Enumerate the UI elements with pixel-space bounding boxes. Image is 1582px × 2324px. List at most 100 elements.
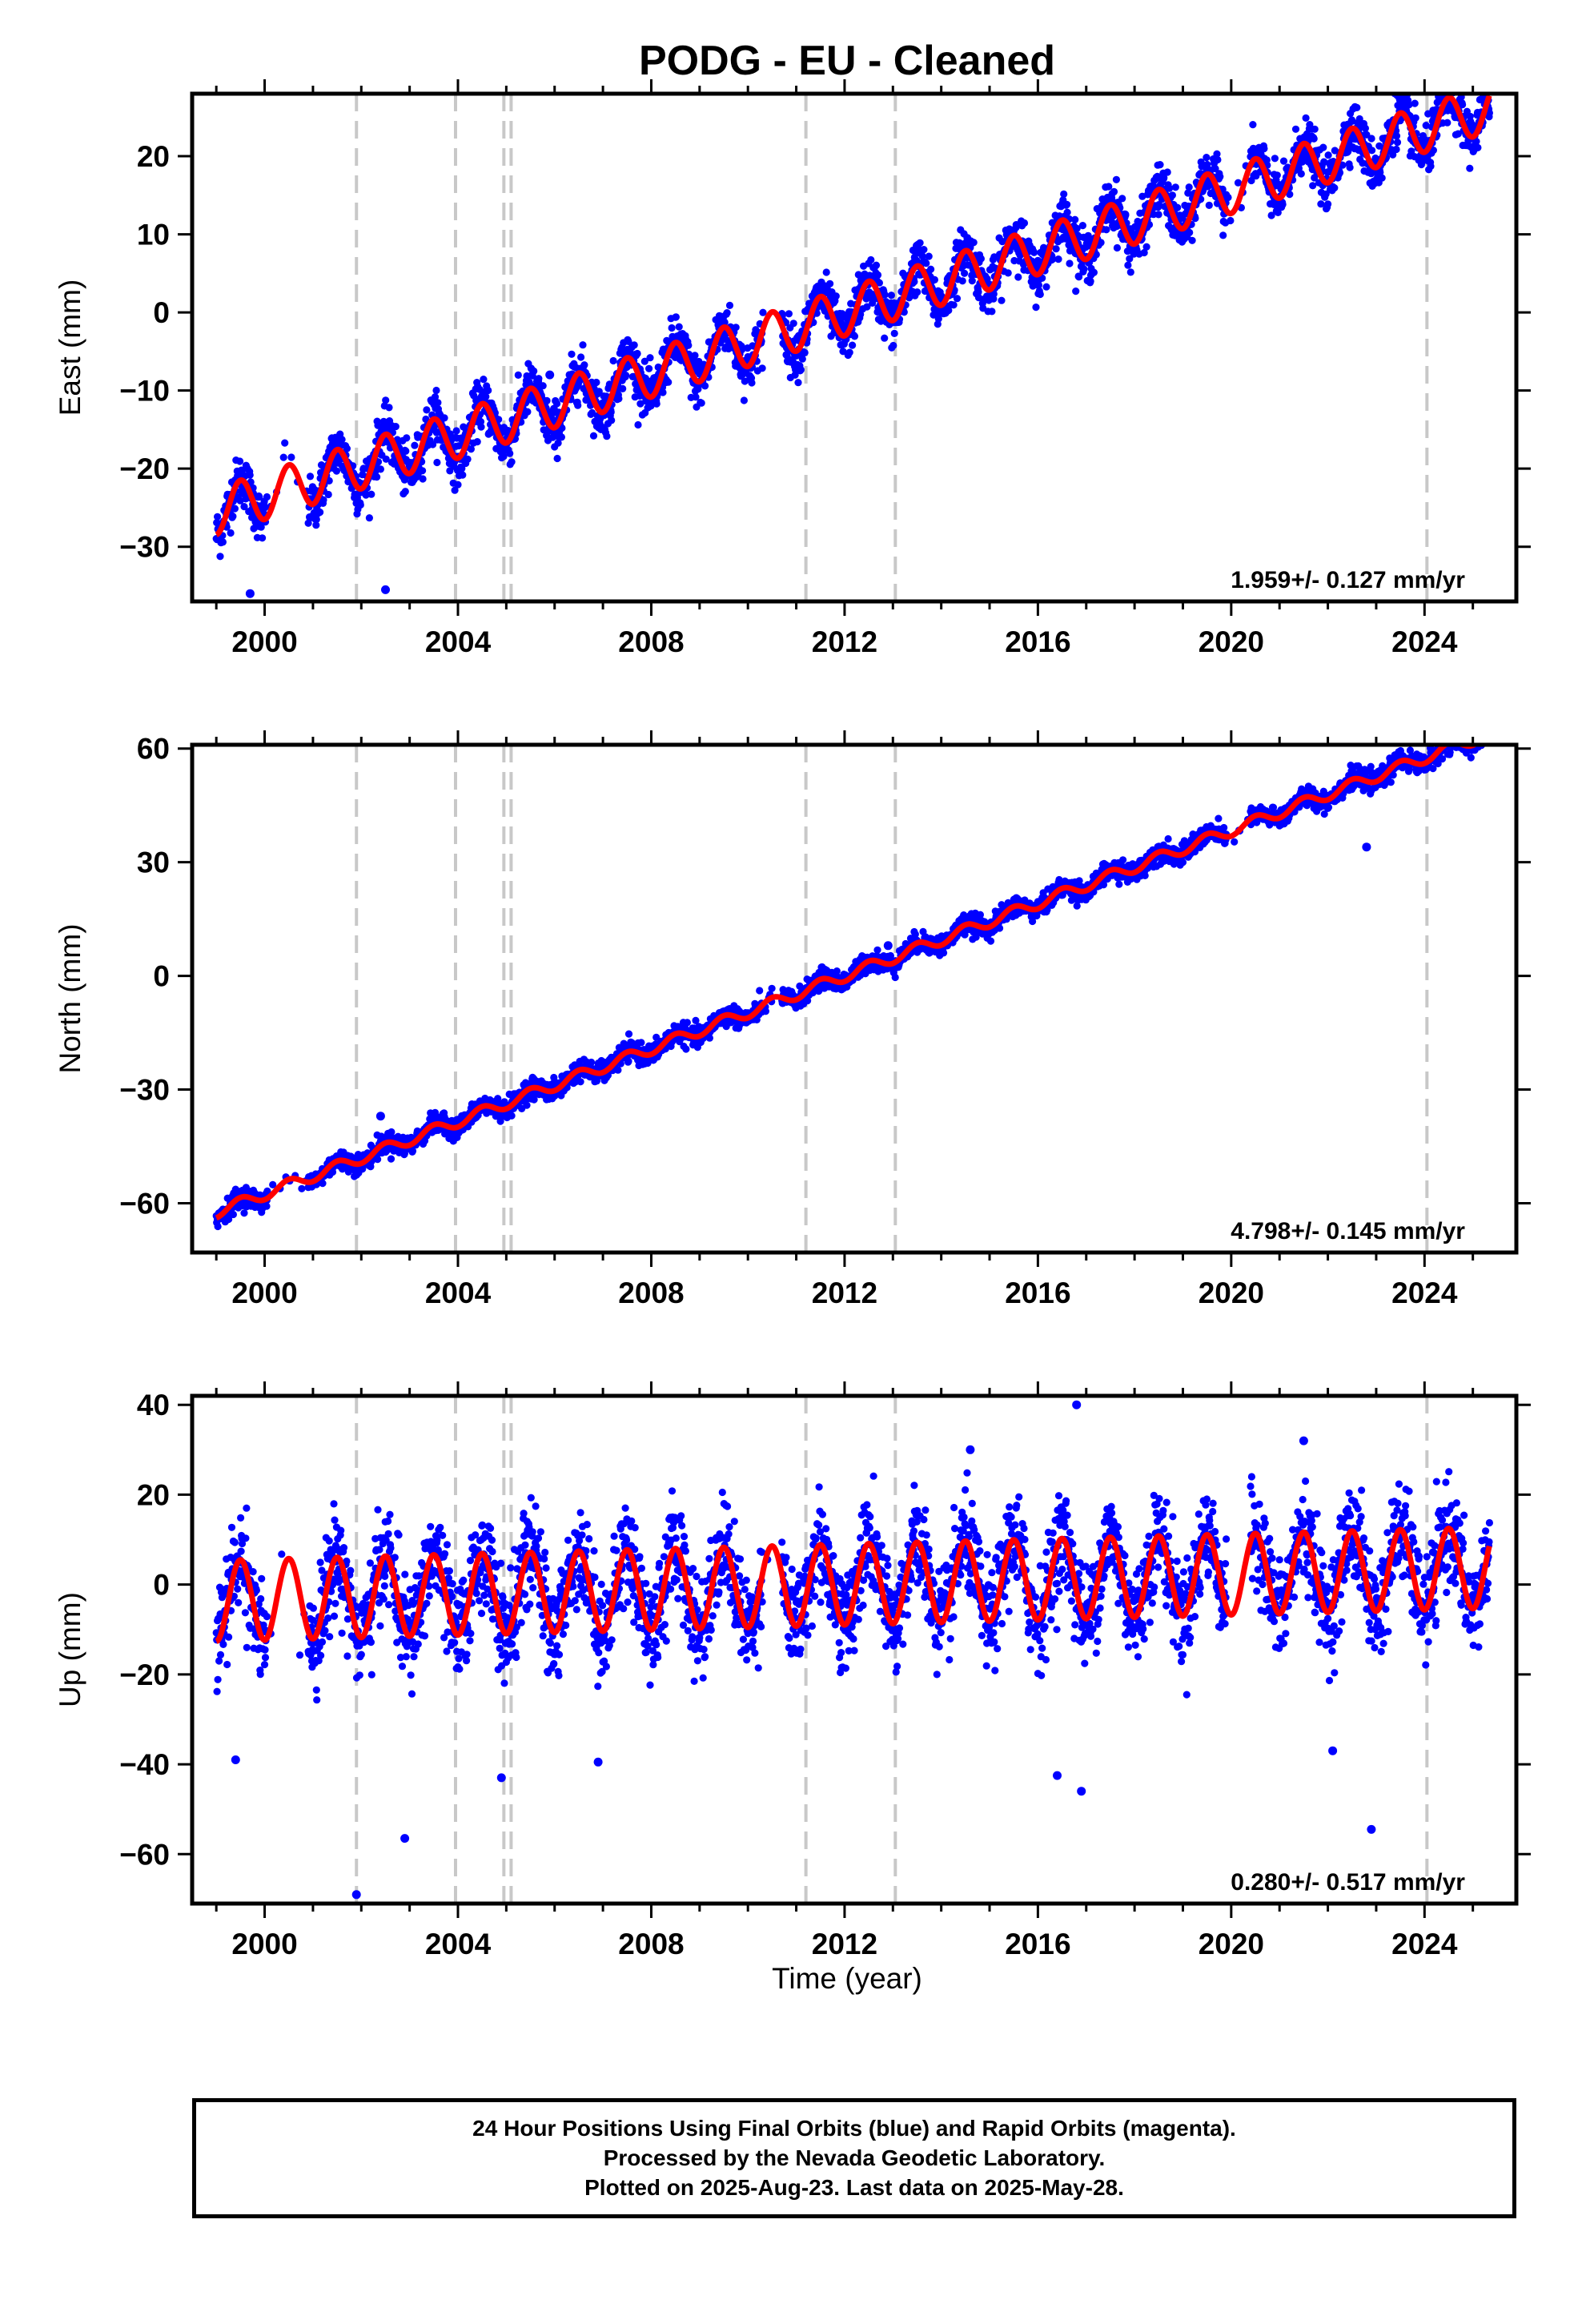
data-point — [1260, 145, 1268, 153]
data-point — [484, 386, 492, 395]
data-point — [950, 301, 958, 309]
data-point — [1453, 78, 1460, 86]
data-point — [668, 324, 676, 332]
data-point — [652, 400, 661, 408]
data-point — [697, 399, 705, 407]
data-point — [1032, 304, 1040, 312]
data-point — [592, 378, 600, 387]
data-point — [259, 534, 267, 542]
y-tick-label: −10 — [119, 375, 170, 408]
data-point — [1401, 86, 1408, 93]
data-point — [1052, 245, 1060, 253]
data-point — [451, 486, 459, 494]
data-point — [761, 1007, 770, 1015]
data-point — [231, 505, 239, 513]
data-point — [603, 432, 611, 440]
data-point — [822, 268, 830, 276]
data-point — [622, 372, 630, 380]
data-point — [523, 1101, 531, 1109]
y-tick-label: −20 — [119, 452, 170, 485]
data-point — [609, 356, 617, 365]
data-point — [464, 455, 472, 464]
data-point — [236, 457, 244, 465]
data-point — [961, 269, 969, 277]
data-point — [1186, 228, 1194, 236]
data-point — [365, 514, 373, 522]
data-point — [977, 255, 985, 263]
data-point — [367, 490, 375, 498]
data-point — [930, 275, 938, 283]
data-point — [1481, 85, 1488, 92]
data-point — [801, 348, 809, 356]
panel-north: 2000 2004 2008 2012 2016 2020 2024−60−3003060N… — [54, 730, 1531, 1309]
data-point — [940, 949, 948, 957]
data-point — [1072, 287, 1080, 296]
data-point — [525, 378, 533, 387]
data-point — [867, 255, 875, 264]
data-point — [1474, 143, 1482, 151]
data-point — [1102, 226, 1110, 234]
data-point — [1219, 231, 1227, 239]
data-point — [1224, 193, 1232, 202]
data-point — [257, 523, 265, 531]
data-point — [872, 261, 881, 269]
data-point — [785, 310, 793, 318]
data-point — [1112, 175, 1120, 183]
data-point — [240, 1209, 248, 1217]
data-point — [373, 473, 381, 481]
data-point — [495, 416, 503, 424]
data-point — [845, 348, 853, 356]
data-point — [1411, 114, 1419, 122]
data-point — [1392, 145, 1400, 154]
data-point — [1205, 201, 1213, 209]
data-point — [1393, 139, 1402, 147]
y-tick-label: −30 — [119, 531, 170, 564]
data-point — [433, 458, 441, 467]
data-point — [482, 392, 490, 400]
data-point — [1203, 154, 1211, 162]
data-point — [624, 337, 632, 345]
data-point — [287, 453, 295, 461]
data-point — [630, 341, 638, 349]
data-point — [227, 529, 235, 537]
x-tick-label: 2000 — [231, 625, 297, 658]
x-tick-label: 2016 — [1005, 625, 1070, 658]
data-point — [1118, 195, 1126, 203]
data-point — [332, 467, 340, 475]
data-point — [403, 434, 411, 442]
data-point — [1066, 259, 1074, 267]
data-point — [382, 455, 390, 463]
data-point — [789, 320, 797, 328]
chart-title: PODG - EU - Cleaned — [639, 38, 1055, 84]
data-point — [1004, 269, 1012, 277]
data-point — [382, 396, 390, 404]
data-point — [589, 432, 598, 440]
data-point — [1310, 135, 1318, 143]
data-point — [645, 364, 653, 372]
data-point — [832, 292, 840, 300]
data-point — [306, 472, 315, 480]
data-point — [1174, 203, 1182, 211]
data-point — [1271, 155, 1279, 163]
data-point — [312, 521, 320, 529]
data-point — [1142, 243, 1150, 251]
data-point — [387, 1155, 396, 1163]
data-point — [411, 441, 419, 449]
data-point — [506, 449, 514, 457]
data-point-outlier — [381, 585, 390, 594]
data-point — [229, 1210, 237, 1219]
data-point — [1427, 163, 1435, 171]
data-point — [675, 323, 683, 331]
data-point — [281, 439, 289, 447]
data-point — [633, 349, 641, 358]
data-point — [1443, 119, 1452, 127]
data-point — [324, 490, 332, 499]
data-point — [1110, 187, 1118, 195]
data-point — [891, 973, 899, 982]
data-point — [356, 501, 364, 509]
data-point — [402, 447, 410, 455]
data-point — [343, 444, 351, 452]
data-point — [1279, 200, 1287, 208]
data-point — [1156, 161, 1164, 169]
data-point — [467, 445, 476, 453]
